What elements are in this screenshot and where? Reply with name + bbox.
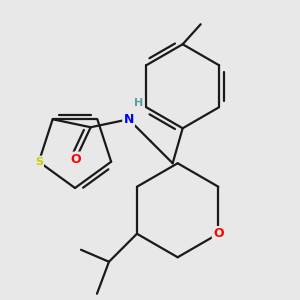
Text: N: N	[124, 113, 134, 126]
Text: H: H	[134, 98, 143, 108]
Text: O: O	[70, 153, 81, 166]
Text: O: O	[213, 227, 224, 240]
Text: S: S	[35, 157, 43, 167]
